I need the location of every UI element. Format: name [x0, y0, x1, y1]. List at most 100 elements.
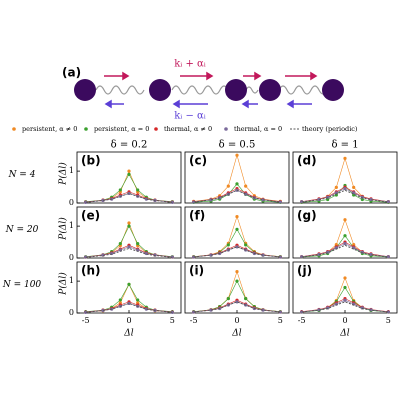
data-point [136, 188, 140, 192]
bead [225, 79, 247, 101]
panel-label: (g) [297, 209, 317, 223]
spring [171, 85, 229, 95]
data-point [226, 297, 230, 301]
data-point [192, 200, 196, 204]
data-point [209, 308, 213, 312]
y-axis-label: P(Δl) [58, 272, 69, 296]
data-point [343, 187, 347, 191]
data-point [101, 198, 105, 203]
series-line [193, 270, 281, 313]
data-point [84, 200, 88, 204]
x-tick-label: -5 [190, 316, 198, 325]
data-point [136, 301, 140, 305]
panel-label: (h) [81, 264, 101, 278]
data-point [244, 297, 248, 301]
plot-frame [292, 151, 398, 204]
spring [245, 86, 259, 94]
x-tick-label: -5 [82, 316, 90, 325]
data-point [326, 197, 330, 202]
series-line [193, 280, 281, 313]
data-point [101, 253, 105, 257]
row-label: N = 4 [8, 170, 36, 180]
panel-label: (a) [62, 66, 81, 80]
data-point [278, 310, 282, 314]
data-point [127, 301, 131, 306]
panel: (d) δ = 1 [292, 140, 398, 204]
x-axis-label: Δl [231, 329, 241, 339]
row-label: N = 20 [5, 225, 39, 235]
legend-swatch [84, 127, 88, 131]
data-point [136, 298, 140, 302]
upper-rate: kᵢ + αᵢ [174, 59, 206, 70]
data-point [369, 308, 373, 312]
data-point [127, 169, 131, 173]
panel-label: (b) [81, 154, 101, 168]
data-point [136, 242, 140, 246]
legend-label: thermal, α = 0 [234, 125, 282, 133]
panel: (c) δ = 0.5 [184, 140, 290, 204]
data-point [192, 310, 196, 314]
backward-arrows [104, 99, 312, 109]
panel-label: (d) [297, 154, 317, 168]
data-point [352, 243, 356, 247]
y-tick-label: 0 [69, 308, 74, 317]
data-point [386, 310, 390, 314]
data-point [192, 255, 196, 259]
data-point [235, 153, 239, 157]
panel: (g) [292, 206, 398, 259]
data-point [343, 218, 347, 222]
data-point [261, 253, 265, 257]
data-point [235, 214, 239, 219]
bead [259, 79, 281, 101]
legend-label: thermal, α ≠ 0 [164, 125, 212, 133]
data-point [144, 197, 148, 201]
data-point [118, 188, 122, 192]
data-point [101, 308, 105, 313]
legend-swatch [12, 127, 16, 131]
bead [149, 79, 171, 101]
data-point [235, 227, 239, 231]
legend: persistent, α ≠ 0 persistent, α = 0 therma… [12, 125, 358, 133]
data-point [278, 200, 282, 204]
y-tick-label: 1 [69, 221, 74, 230]
theory-line [193, 189, 281, 203]
data-point [118, 242, 122, 246]
x-tick-label: -5 [298, 316, 306, 325]
data-point [226, 243, 230, 247]
data-point [343, 234, 347, 238]
spring [95, 85, 145, 95]
data-point [360, 197, 364, 202]
series-line [85, 283, 173, 313]
data-point [278, 255, 282, 259]
data-point [127, 245, 131, 249]
panel-label: (c) [189, 154, 207, 168]
forward-arrows [104, 71, 318, 81]
bead [322, 79, 344, 101]
data-point [343, 156, 347, 160]
data-point [127, 221, 131, 225]
row-label: N = 100 [2, 280, 42, 290]
panel-label: (f) [189, 209, 205, 223]
data-point [118, 298, 122, 302]
y-tick-label: 0 [69, 253, 74, 262]
panel: (i) Δl -5 0 5 [184, 261, 290, 339]
plot-frame [184, 151, 290, 204]
data-point [261, 308, 265, 312]
series-line [301, 188, 389, 203]
data-point [300, 310, 304, 314]
data-point [170, 310, 174, 314]
series-line [193, 228, 281, 258]
data-point [343, 242, 347, 246]
plot-frame [292, 206, 398, 259]
column-title: δ = 1 [331, 140, 358, 151]
series-line [193, 215, 281, 258]
data-point [127, 282, 131, 286]
plot-frame [184, 206, 290, 259]
theory-line [85, 247, 173, 258]
legend-label: persistent, α = 0 [94, 125, 149, 133]
data-point [170, 200, 174, 204]
data-point [352, 185, 356, 189]
lower-rate: kᵢ − αᵢ [174, 111, 206, 122]
data-point [209, 198, 213, 202]
